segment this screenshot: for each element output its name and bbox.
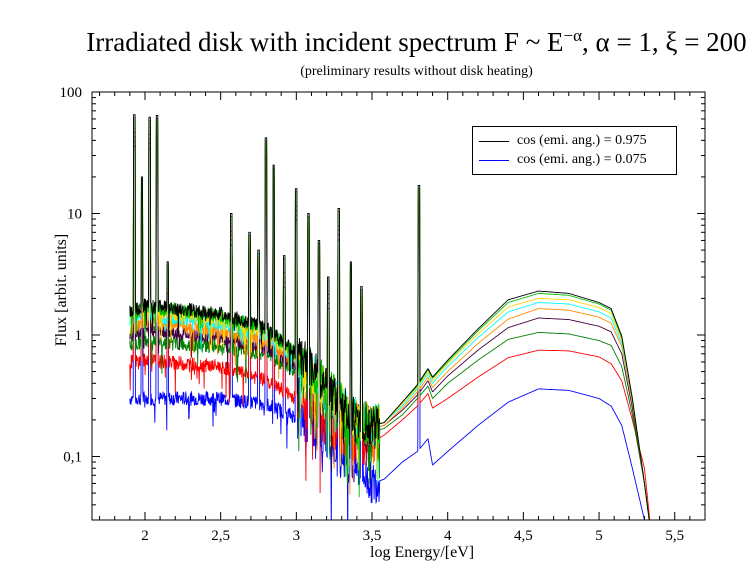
chart-title-params: , α = 1, ξ = 200 [582, 27, 747, 57]
chart-subtitle: (preliminary results without disk heatin… [300, 64, 533, 79]
series-line [129, 131, 650, 520]
x-tick-label: 2 [141, 528, 149, 544]
chart-title: Irradiated disk with incident spectrum F… [0, 26, 753, 58]
tick-layer: 2 2,5 3 3,5 4 4,5 5 5,5 0,1 1 10 100 [60, 85, 705, 544]
x-tick-label: 5 [595, 528, 603, 544]
y-tick-label: 1 [75, 328, 83, 344]
series-line [129, 114, 650, 520]
x-tick-label: 4 [444, 528, 452, 544]
axes-frame [91, 91, 706, 521]
series-line [129, 145, 645, 520]
legend-entry: cos (emi. ang.) = 0.975 [479, 133, 647, 149]
x-tick-label: 5,5 [665, 528, 684, 544]
y-tick-label: 100 [60, 85, 83, 101]
x-tick-label: 4,5 [514, 528, 533, 544]
legend-swatch-blue [479, 159, 509, 161]
series-line [129, 136, 650, 520]
x-tick-label: 3 [293, 528, 301, 544]
legend-entry: cos (emi. ang.) = 0.075 [479, 152, 647, 168]
legend-label: cos (emi. ang.) = 0.075 [517, 152, 647, 167]
y-tick-label: 0,1 [63, 449, 82, 465]
x-axis-label: log Energy/[eV] [370, 544, 475, 561]
legend: cos (emi. ang.) = 0.975 cos (emi. ang.) … [472, 126, 677, 175]
legend-label: cos (emi. ang.) = 0.975 [517, 133, 647, 148]
chart-title-exponent: −α [563, 26, 583, 45]
legend-swatch-black [479, 140, 509, 142]
y-tick-label: 10 [67, 206, 82, 222]
series-layer [129, 114, 651, 520]
x-tick-label: 3,5 [363, 528, 382, 544]
x-tick-label: 2,5 [211, 528, 230, 544]
chart-title-text: Irradiated disk with incident spectrum F… [86, 27, 564, 57]
y-axis-label: Flux [arbit. units] [53, 233, 71, 347]
series-line [129, 140, 651, 520]
